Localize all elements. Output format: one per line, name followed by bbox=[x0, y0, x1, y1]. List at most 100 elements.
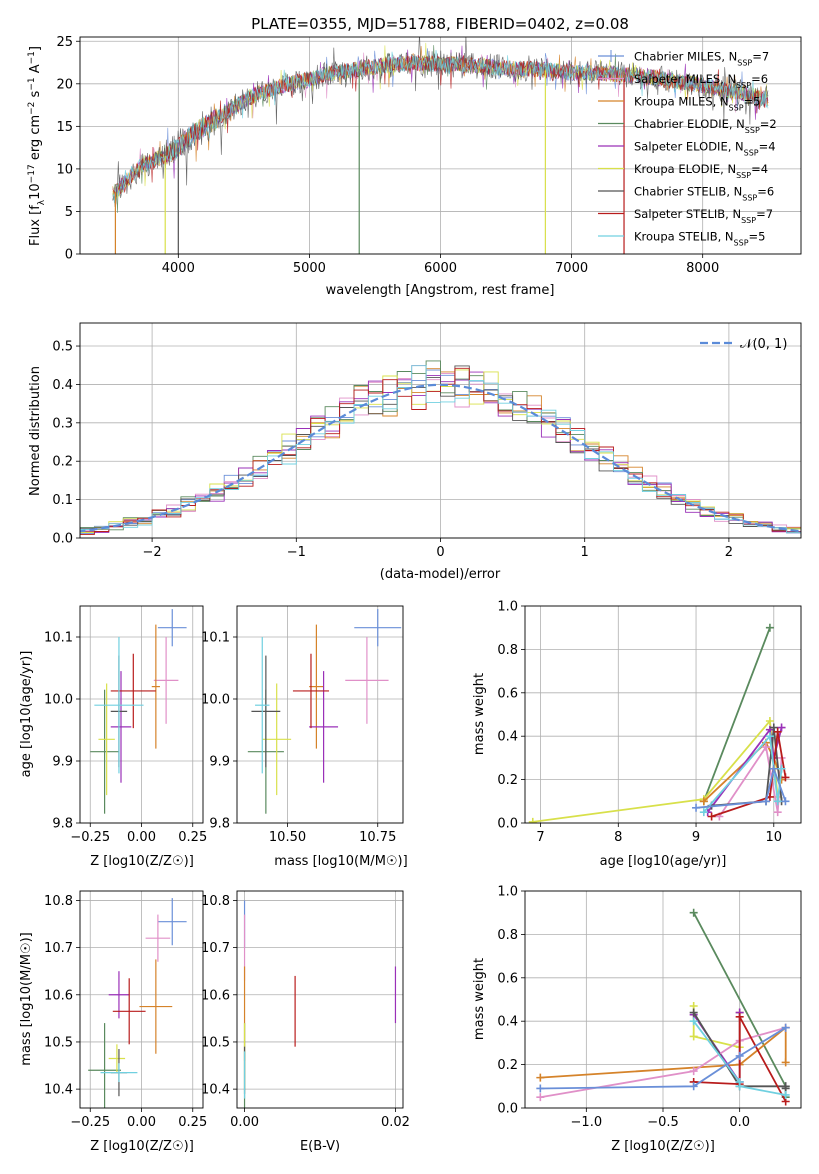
y-tick-label: 0.8 bbox=[497, 928, 518, 943]
y-tick-label: 0.2 bbox=[497, 1058, 518, 1073]
y-tick-label: 0.8 bbox=[497, 643, 518, 658]
x-axis-label: Z [log10(Z/Z☉)] bbox=[90, 854, 194, 869]
plot-area-2 bbox=[90, 609, 187, 814]
legend-eq: = bbox=[751, 162, 761, 176]
y-tick-label: 0.4 bbox=[52, 378, 73, 393]
x-tick-label: 2 bbox=[725, 545, 733, 560]
y-axis-label-part: λ bbox=[37, 199, 47, 205]
chart-title: PLATE=0355, MJD=51788, FIBERID=0402, z=0… bbox=[251, 15, 629, 33]
error-point-0 bbox=[354, 609, 402, 647]
weight-marker bbox=[699, 797, 708, 806]
y-axis-label-part: −2 bbox=[27, 102, 37, 115]
weight-line-0 bbox=[702, 627, 771, 802]
y-tick-label: 10.8 bbox=[201, 894, 230, 909]
x-tick-label: 0 bbox=[436, 545, 444, 560]
weight-marker bbox=[689, 1082, 698, 1091]
x-tick-label: 8000 bbox=[686, 261, 719, 276]
error-point-5 bbox=[98, 683, 115, 796]
y-tick-label: 0.2 bbox=[497, 773, 518, 788]
legend-label: Chabrier MILES, N bbox=[634, 50, 737, 64]
weight-marker bbox=[769, 723, 778, 732]
weight-marker bbox=[773, 727, 782, 736]
legend-subscript: SSP bbox=[745, 126, 760, 135]
y-tick-label: 9.8 bbox=[209, 817, 230, 832]
error-point-4 bbox=[110, 671, 132, 783]
y-tick-label: 10.8 bbox=[44, 894, 73, 909]
weight-marker bbox=[689, 908, 698, 917]
weight-marker bbox=[699, 808, 708, 817]
weight-marker bbox=[528, 817, 537, 823]
weight-marker bbox=[689, 1008, 698, 1017]
legend-count: 7 bbox=[762, 50, 769, 64]
weight-marker bbox=[735, 1082, 744, 1091]
error-point-2 bbox=[151, 624, 160, 749]
weight-marker bbox=[781, 773, 790, 782]
weight-marker bbox=[777, 723, 786, 732]
legend-count: 5 bbox=[758, 230, 765, 244]
y-tick-label: 10.4 bbox=[44, 1083, 73, 1098]
x-tick-label: 7000 bbox=[555, 261, 588, 276]
x-tick-label: 9 bbox=[692, 830, 700, 845]
legend-subscript: SSP bbox=[741, 216, 756, 225]
y-tick-label: 0.0 bbox=[497, 817, 518, 832]
error-point-1 bbox=[153, 637, 179, 724]
y-axis-label: mass weight bbox=[472, 958, 487, 1040]
legend-label: Chabrier STELIB, N bbox=[634, 185, 742, 199]
legend-entry: Chabrier ELODIE, NSSP=2 bbox=[634, 117, 777, 135]
y-tick-label: 10.0 bbox=[44, 693, 73, 708]
weight-marker bbox=[536, 1093, 545, 1102]
weight-marker bbox=[762, 797, 771, 806]
weight-line-1 bbox=[692, 1006, 741, 1049]
y-axis-label-part: ] bbox=[28, 46, 43, 51]
legend-count: 4 bbox=[761, 162, 768, 176]
legend-eq: = bbox=[760, 117, 770, 131]
y-tick-label: 10.1 bbox=[201, 631, 230, 646]
plot-area-5 bbox=[88, 898, 187, 1108]
legend-entry: Salpeter ELODIE, NSSP=4 bbox=[634, 140, 776, 158]
weight-marker bbox=[735, 1012, 744, 1021]
x-axis-label: mass [log10(M/M☉)] bbox=[274, 854, 407, 869]
plot-area-3 bbox=[247, 609, 402, 814]
error-point-1 bbox=[145, 914, 171, 962]
error-point-7 bbox=[110, 653, 156, 729]
y-axis-label-part: s bbox=[28, 90, 43, 101]
x-tick-label: −1 bbox=[287, 545, 306, 560]
y-tick-label: 10.7 bbox=[44, 941, 73, 956]
y-tick-label: 10.1 bbox=[44, 631, 73, 646]
weight-line-8 bbox=[540, 1026, 787, 1090]
y-tick-label: 5 bbox=[65, 205, 73, 220]
x-tick-label: 1 bbox=[581, 545, 589, 560]
y-tick-label: 10 bbox=[56, 162, 73, 177]
legend-subscript: SSP bbox=[744, 148, 759, 157]
x-tick-label: 0.0 bbox=[729, 1115, 750, 1130]
axes-1: −2 −1 0 1 2 0.0 0.1 0.2 0.3 0.4 0.5 bbox=[52, 322, 802, 560]
legend-label: Salpeter ELODIE, N bbox=[634, 140, 744, 154]
axes-6: 0.00 0.02 10.4 10.5 10.6 10.7 10.8 bbox=[201, 890, 410, 1130]
x-tick-label: 4000 bbox=[162, 261, 195, 276]
y-axis-label: Normed distribution bbox=[28, 366, 43, 496]
x-tick-label: 0.00 bbox=[230, 1115, 259, 1130]
x-tick-label: 0.02 bbox=[381, 1115, 410, 1130]
x-tick-label: 0.00 bbox=[127, 1115, 156, 1130]
axes-7: −1.0 −0.5 0.0 0.0 0.2 0.4 0.6 0.8 1.0 bbox=[497, 885, 802, 1130]
legend-count: 6 bbox=[767, 185, 774, 199]
y-axis-label: mass weight bbox=[472, 673, 487, 755]
x-tick-label: −0.25 bbox=[70, 1115, 110, 1130]
plot-area-0 bbox=[112, 37, 769, 254]
legend-entry: Salpeter STELIB, NSSP=7 bbox=[634, 207, 773, 225]
x-tick-label: 10 bbox=[766, 830, 783, 845]
y-tick-label: 0.5 bbox=[52, 340, 73, 355]
y-tick-label: 9.9 bbox=[209, 755, 230, 770]
weight-marker bbox=[765, 732, 774, 741]
y-axis-label-part: Flux [f bbox=[28, 205, 43, 246]
weight-marker bbox=[781, 1023, 790, 1032]
plot-area-1 bbox=[80, 360, 801, 537]
legend-entry: Chabrier STELIB, NSSP=6 bbox=[634, 185, 774, 203]
legend-eq: = bbox=[756, 207, 766, 221]
legend-subscript: SSP bbox=[736, 171, 751, 180]
y-tick-label: 10.0 bbox=[201, 693, 230, 708]
x-axis-label: wavelength [Angstrom, rest frame] bbox=[326, 283, 555, 298]
legend-subscript: SSP bbox=[736, 81, 751, 90]
x-tick-label: 7 bbox=[536, 830, 544, 845]
